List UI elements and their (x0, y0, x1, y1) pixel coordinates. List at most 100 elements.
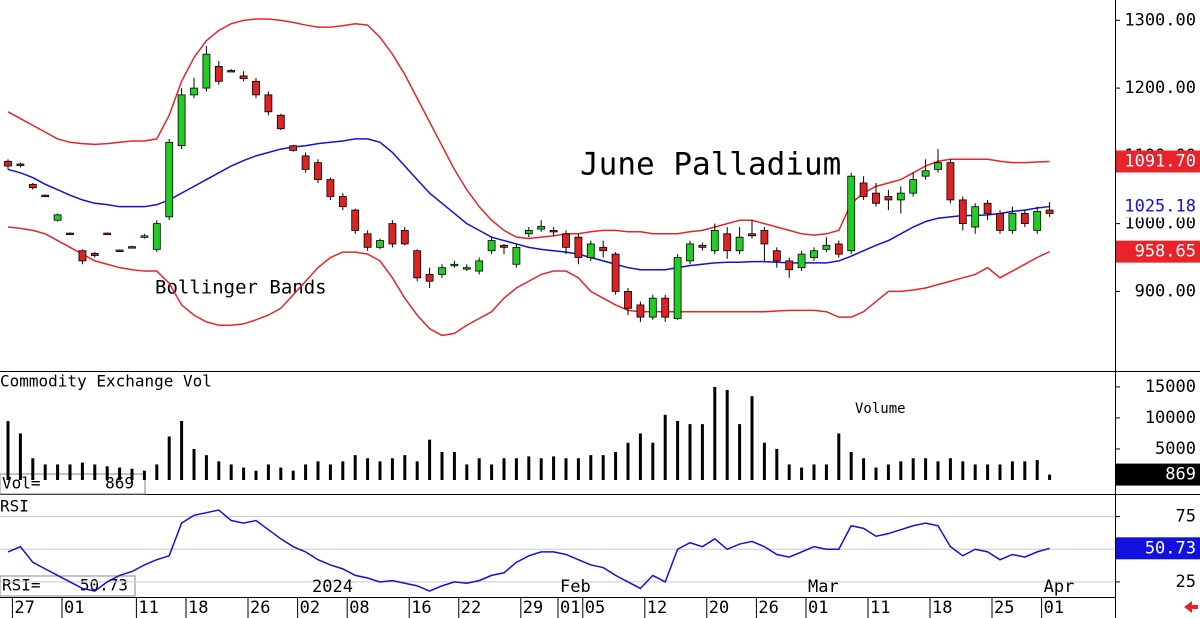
candle-body (909, 179, 918, 194)
volume-bar (725, 389, 729, 480)
candle-body (810, 250, 818, 258)
candle-body (140, 235, 149, 238)
readout-box (0, 473, 146, 495)
x-tick-label: 29 (523, 598, 543, 618)
candle-body (946, 162, 955, 201)
month-label: Mar (808, 577, 839, 597)
candle-body (574, 236, 583, 258)
chart-title: June Palladium (580, 147, 841, 183)
x-tick-label: 22 (461, 598, 481, 618)
volume-bar (328, 464, 332, 480)
volume-bar (936, 461, 940, 480)
x-tick-label: 26 (758, 598, 778, 618)
x-tick-label: 01 (1044, 598, 1064, 618)
bollinger-band (7, 226, 1050, 337)
x-tick-label: 18 (932, 598, 952, 618)
candle-body (661, 297, 670, 318)
volume-bar (924, 458, 928, 480)
value-badge-label: 50.73 (1145, 538, 1196, 558)
candle-body (599, 246, 608, 252)
readout-value: 869 (105, 474, 134, 493)
x-tick-label: 20 (709, 598, 729, 618)
volume-bar (403, 455, 407, 480)
y-tick-label: 75 (1176, 507, 1196, 527)
candle-body (28, 183, 37, 189)
candle-body (524, 230, 533, 235)
candle-body (177, 94, 186, 147)
candle-body (896, 192, 905, 201)
y-tick-label: 5000 (1155, 439, 1196, 459)
candle-body (363, 233, 372, 248)
volume-bar (291, 470, 295, 480)
candle-body (859, 182, 868, 197)
volume-bar (6, 421, 10, 480)
candle-body (1045, 209, 1054, 214)
candle-body (115, 249, 124, 252)
volume-bar (477, 458, 481, 480)
volume-bar (180, 421, 184, 480)
volume-bar (775, 448, 779, 480)
x-tick-label: 25 (994, 598, 1014, 618)
volume-bar (465, 464, 469, 480)
annotation: Bollinger Bands (155, 277, 327, 299)
volume-bar (688, 424, 692, 480)
panel-title: Commodity Exchange Vol (0, 372, 212, 391)
candle-body (921, 170, 930, 177)
volume-bar (56, 464, 60, 480)
candle-body (90, 253, 99, 256)
candle-body (723, 233, 732, 252)
volume-bar (552, 456, 556, 480)
candle-body (314, 162, 322, 180)
volume-bar (217, 461, 221, 480)
volume-bar (254, 470, 258, 480)
candle-body (4, 160, 12, 167)
volume-bar (973, 464, 977, 480)
volume-bar (80, 462, 84, 480)
volume-bar (452, 452, 456, 480)
value-badge (1116, 240, 1200, 263)
x-tick-label: 18 (188, 598, 208, 618)
month-label: 2024 (312, 577, 353, 597)
candle-body (500, 244, 508, 248)
y-tick-label: 10000 (1145, 408, 1196, 428)
volume-bar (415, 461, 419, 480)
annotation: Volume (855, 401, 906, 417)
candle-body (487, 240, 496, 252)
volume-bar (43, 464, 47, 480)
volume-bar (155, 464, 159, 480)
candle-body (475, 260, 484, 272)
candle-body (450, 263, 459, 267)
y-tick-label: 15000 (1145, 377, 1196, 397)
candle-body (698, 244, 707, 248)
volume-bar (242, 467, 246, 480)
volume-bar (118, 467, 122, 480)
scroll-arrow[interactable] (1184, 601, 1198, 613)
volume-bar (874, 467, 878, 480)
candle-body (338, 196, 347, 208)
candle-body (165, 141, 174, 218)
value-badge-label: 869 (1165, 465, 1196, 485)
volume-bar (1035, 460, 1039, 480)
volume-bar (899, 461, 903, 480)
candle-body (53, 214, 62, 221)
volume-bar (514, 458, 518, 480)
volume-bar (68, 464, 72, 480)
candle-body (252, 80, 260, 96)
volume-bar (700, 424, 704, 480)
month-label: Feb (560, 577, 591, 597)
volume-bar (576, 458, 580, 480)
volume-bar (738, 424, 742, 480)
volume-bar (229, 464, 233, 480)
volume-bar (676, 421, 680, 480)
volume-bar (279, 467, 283, 480)
y-tick-label: 900.00 (1135, 281, 1196, 301)
candle-body (512, 246, 521, 265)
volume-bar (167, 436, 171, 480)
candle-body (636, 304, 645, 318)
volume-bar (142, 470, 146, 480)
volume-bar (130, 468, 134, 480)
volume-bar (266, 464, 270, 480)
candle-body (847, 175, 856, 252)
candle-body (326, 179, 335, 197)
